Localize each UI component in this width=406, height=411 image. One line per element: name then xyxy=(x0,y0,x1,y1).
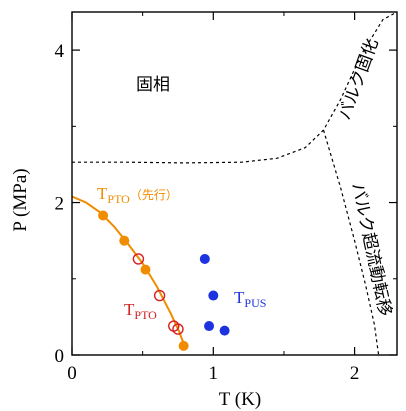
tpto-sub: PTO xyxy=(134,308,157,322)
y-tick-label: 4 xyxy=(55,41,65,62)
fit-curves xyxy=(71,195,186,348)
data-point-series-0 xyxy=(119,235,130,246)
tpus-sub: PUS xyxy=(244,296,266,310)
y-tick-label: 2 xyxy=(55,194,65,215)
tpto-main: T xyxy=(124,300,135,319)
axis-ticks: 0 1 2 0 2 4 xyxy=(55,12,397,384)
tpus-main: T xyxy=(234,288,245,307)
x-tick-label: 0 xyxy=(67,363,77,384)
plot-frame xyxy=(71,11,398,356)
phase-boundary-solidification xyxy=(72,11,398,164)
phase-boundaries xyxy=(72,11,398,356)
bulk-superfluid-label: バルク超流動転移 xyxy=(347,181,395,318)
series-label-tpto: TPTO xyxy=(124,300,157,322)
tpto-fit-curve xyxy=(71,195,186,348)
data-point-series-2 xyxy=(208,290,219,301)
x-tick-label: 1 xyxy=(209,363,219,384)
data-point-series-2 xyxy=(199,253,210,264)
data-point-series-0 xyxy=(178,340,189,351)
y-axis-label: P (MPa) xyxy=(10,168,31,231)
x-axis-label: T (K) xyxy=(219,389,261,410)
data-point-series-0 xyxy=(140,264,151,275)
bulk-solidification-label: バルク固化 xyxy=(335,36,383,123)
tpto-prior-main: T xyxy=(97,184,108,203)
data-point-series-1 xyxy=(172,323,184,335)
data-point-series-1 xyxy=(153,289,166,302)
x-tick-label: 2 xyxy=(350,363,360,384)
series-label-tpto-prior: TPTO（先行） xyxy=(97,184,178,206)
solid-phase-label: 固相 xyxy=(136,75,170,95)
data-point-series-1 xyxy=(132,253,145,265)
tpto-prior-sub: PTO xyxy=(107,192,130,206)
data-point-series-2 xyxy=(204,321,215,332)
series-label-tpus: TPUS xyxy=(234,288,266,310)
tpto-prior-extra: （先行） xyxy=(130,188,178,202)
data-point-series-2 xyxy=(219,325,230,336)
phase-boundary-superfluid xyxy=(322,129,380,356)
y-tick-label: 0 xyxy=(55,346,65,367)
data-point-series-0 xyxy=(98,210,109,221)
data-points xyxy=(98,210,230,351)
